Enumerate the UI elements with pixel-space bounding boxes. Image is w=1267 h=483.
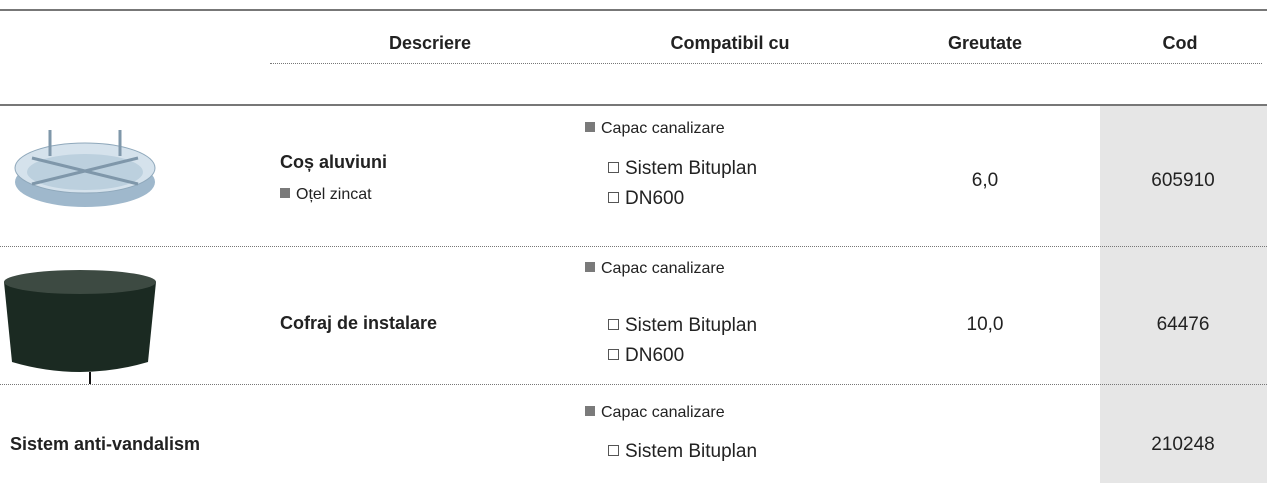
bullet [608,319,619,330]
compatible: Capac canalizare [585,404,725,422]
text: Capac canalizare [601,260,725,277]
weight: 10,0 [967,314,1004,336]
system: DN600 [608,188,684,210]
text: 10,0 [966,314,1004,335]
row-rule [0,246,1267,247]
text: DN600 [625,188,685,209]
code: 605910 [1151,170,1214,192]
system: DN600 [608,345,684,367]
text: Capac canalizare [601,120,725,137]
text: Compatibil cu [670,33,790,53]
system: Sistem Bituplan [608,315,757,337]
item-name: Cofraj de instalare [280,313,437,334]
system: Sistem Bituplan [608,441,757,463]
text: 210248 [1151,434,1215,455]
top-rule [0,9,1267,11]
bullet [608,162,619,173]
code: 64476 [1157,314,1210,336]
header-rule [270,63,1262,64]
text: Descriere [388,33,472,53]
row-rule [0,384,1267,385]
bullet [608,349,619,360]
column-header: Cod [1163,33,1198,54]
bullet [585,262,595,272]
code-column-bg [1100,106,1267,483]
bullet [608,192,619,203]
text: Sistem Bituplan [625,441,758,462]
text: 605910 [1151,170,1215,191]
text: Coș aluviuni [280,152,388,172]
code: 210248 [1151,434,1214,456]
text: 6,0 [971,170,999,191]
system: Sistem Bituplan [608,158,757,180]
text: Oțel zincat [296,186,372,203]
item-name: Sistem anti-vandalism [10,434,200,455]
compatible: Capac canalizare [585,120,725,138]
section-rule [0,104,1267,106]
weight: 6,0 [972,170,998,192]
text: Sistem anti-vandalism [10,434,201,454]
text: Sistem Bituplan [625,158,758,179]
bullet [585,122,595,132]
text: Cod [1162,33,1198,53]
bullet [280,188,290,198]
formwork-image [4,270,156,384]
column-header: Compatibil cu [670,33,789,54]
bullet [585,406,595,416]
compatible: Capac canalizare [585,260,725,278]
column-header: Descriere [389,33,471,54]
text: Capac canalizare [601,404,725,421]
text: DN600 [625,345,685,366]
item-name: Coș aluviuni [280,152,387,173]
basket-image [14,130,156,207]
item-material: Oțel zincat [280,186,372,204]
text: Cofraj de instalare [280,313,438,333]
bullet [608,445,619,456]
text: 64476 [1156,314,1210,335]
text: Sistem Bituplan [625,315,758,336]
text: Greutate [947,33,1023,53]
column-header: Greutate [948,33,1022,54]
